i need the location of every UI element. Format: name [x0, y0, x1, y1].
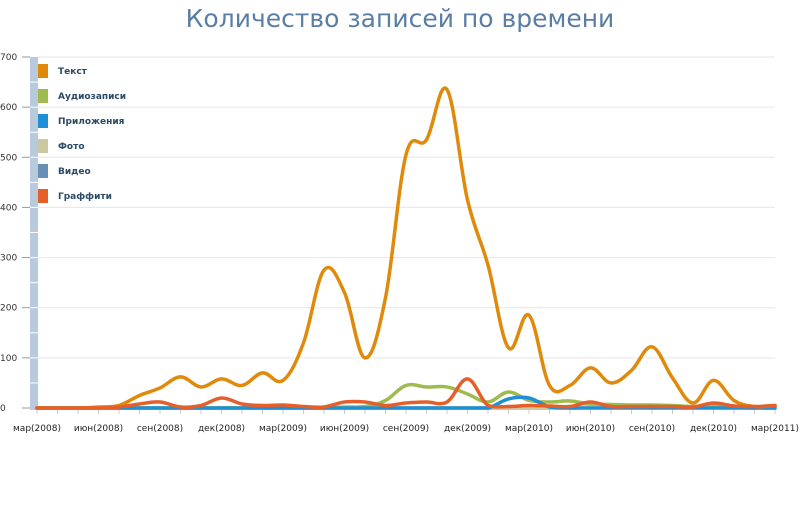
series-line-5[interactable]: [35, 377, 777, 410]
legend: Текст Аудиозаписи Приложения Фото Видео Графф…: [38, 64, 126, 203]
legend-item-label[interactable]: Видео: [58, 167, 91, 177]
legend-swatch[interactable]: [38, 164, 48, 178]
x-tick-label: июн(2009): [320, 424, 369, 434]
y-axis-scroll-bar[interactable]: [30, 57, 38, 410]
legend-item-label[interactable]: Приложения: [58, 117, 125, 127]
x-tick-label: мар(2010): [505, 424, 553, 434]
y-tick-label: 200: [0, 304, 17, 314]
series-lines: [35, 86, 777, 410]
chart-title: Количество записей по времени: [185, 4, 615, 33]
legend-item-label[interactable]: Фото: [58, 142, 85, 152]
x-tick-label: дек(2008): [198, 424, 245, 434]
y-tick-label: 100: [0, 354, 17, 364]
x-tick-label: июн(2008): [74, 424, 123, 434]
y-tick-label: 0: [0, 404, 6, 414]
y-tick-label: 700: [0, 53, 17, 63]
y-tick-label: 400: [0, 203, 17, 213]
y-axis: 0 100 200 300 400 500 600 700: [0, 53, 30, 414]
x-tick-label: дек(2010): [690, 424, 737, 434]
x-tick-label: июн(2010): [566, 424, 615, 434]
legend-swatch[interactable]: [38, 64, 48, 78]
series-line-0[interactable]: [35, 86, 777, 410]
legend-item-label[interactable]: Граффити: [58, 192, 112, 202]
x-tick-label: мар(2008): [13, 424, 61, 434]
x-axis: мар(2008) июн(2008) сен(2008) дек(2008) мар(…: [13, 409, 799, 434]
y-tick-label: 500: [0, 153, 17, 163]
x-tick-label: сен(2008): [137, 424, 183, 434]
y-tick-label: 300: [0, 254, 17, 264]
x-tick-label: сен(2009): [383, 424, 429, 434]
x-tick-label: мар(2011): [751, 424, 799, 434]
legend-swatch[interactable]: [38, 139, 48, 153]
legend-swatch[interactable]: [38, 114, 48, 128]
y-tick-label: 600: [0, 103, 17, 113]
x-tick-label: дек(2009): [444, 424, 491, 434]
legend-item-label[interactable]: Аудиозаписи: [58, 92, 126, 102]
legend-item-label[interactable]: Текст: [58, 67, 88, 77]
x-tick-label: мар(2009): [259, 424, 307, 434]
legend-swatch[interactable]: [38, 189, 48, 203]
legend-swatch[interactable]: [38, 89, 48, 103]
grid-lines: [38, 56, 775, 359]
y-axis-bar-ticks: [30, 81, 38, 384]
x-tick-label: сен(2010): [629, 424, 675, 434]
